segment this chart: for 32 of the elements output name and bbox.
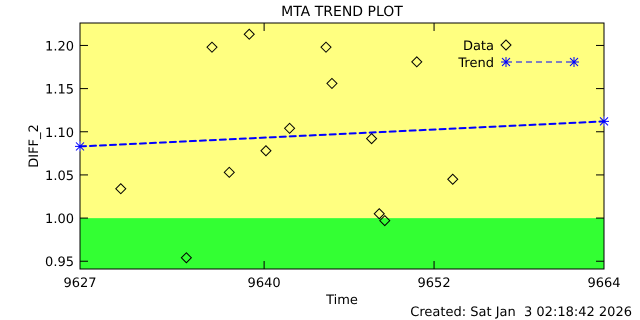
point	[180, 252, 192, 264]
point	[374, 208, 385, 220]
point	[379, 215, 390, 226]
y-axis-title: DIFF_2	[27, 124, 42, 168]
x-tick-label: 9664	[587, 276, 621, 291]
point	[411, 56, 422, 68]
y-tick-label: 1.10	[45, 126, 74, 141]
x-axis-title: Time	[325, 293, 358, 308]
point	[206, 42, 218, 53]
chart-title: MTA TREND PLOT	[281, 4, 404, 20]
text: Created: Sat Jan 3 02:18:42 2026	[410, 305, 632, 320]
point	[224, 166, 235, 178]
x-tick-label: 9652	[418, 276, 451, 291]
point	[74, 140, 86, 152]
y-tick-label: 1.05	[45, 168, 74, 184]
x-tick-label: 9640	[248, 276, 281, 291]
point	[115, 183, 126, 194]
legend-label: Data	[462, 39, 494, 54]
point	[244, 28, 255, 40]
point	[326, 78, 338, 89]
y-tick-label: 1.20	[45, 39, 74, 54]
point	[284, 122, 296, 134]
point	[260, 145, 272, 156]
x-tick-label: 9627	[63, 276, 97, 291]
point	[366, 133, 378, 144]
y-tick-label: 0.95	[45, 255, 74, 270]
y-tick-label: 1.15	[45, 82, 74, 98]
point	[447, 174, 458, 185]
point	[320, 42, 332, 53]
y-tick-label: 1.00	[45, 212, 74, 228]
point	[598, 116, 610, 127]
legend-label: Trend	[457, 56, 494, 71]
